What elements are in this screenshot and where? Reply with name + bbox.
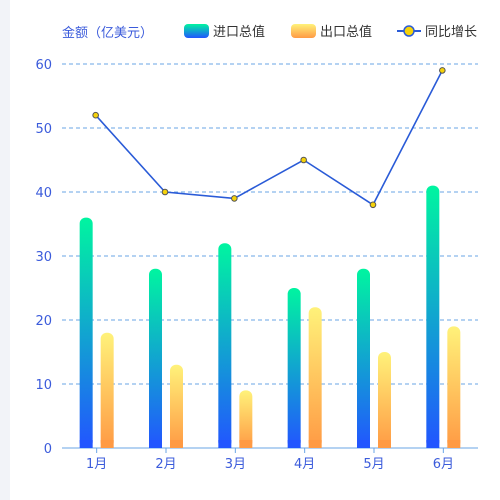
bar-export-base — [100, 440, 114, 448]
legend-label-export: 出口总值 — [320, 24, 372, 40]
bar-export[interactable] — [308, 307, 322, 448]
bar-import[interactable] — [357, 268, 370, 448]
x-tick-label: 1月 — [86, 457, 107, 472]
y-axis-title: 金额（亿美元） — [62, 25, 153, 41]
growth-line — [92, 67, 446, 209]
y-tick-label: 30 — [35, 250, 52, 265]
x-tick-label: 2月 — [155, 457, 176, 472]
y-tick-label: 50 — [35, 122, 52, 137]
bar-export[interactable] — [447, 326, 461, 448]
trade-chart: 金额（亿美元） 进口总值 出口总值 同比增长 0 10 20 30 40 50 60 1月 2… — [35, 24, 478, 472]
bar-export-base — [378, 440, 391, 448]
bars — [79, 185, 461, 448]
bar-import-base — [426, 440, 440, 448]
y-tick-label: 40 — [35, 186, 52, 201]
y-tick-label: 0 — [44, 442, 52, 457]
bar-export-base — [170, 440, 183, 448]
growth-point[interactable] — [300, 156, 307, 164]
bar-export[interactable] — [239, 390, 253, 448]
growth-point[interactable] — [439, 67, 446, 74]
bar-export-base — [239, 440, 253, 448]
legend-item-import[interactable]: 进口总值 — [184, 24, 265, 40]
bar-import-base — [357, 440, 370, 448]
x-tick-label: 4月 — [294, 457, 315, 472]
bar-import-base — [218, 440, 232, 448]
bar-import-base — [287, 440, 301, 448]
x-tick-label: 5月 — [363, 457, 384, 472]
y-tick-label: 10 — [35, 378, 52, 393]
bar-import-base — [79, 440, 93, 448]
legend-swatch-export — [291, 24, 316, 38]
bar-export-base — [447, 440, 461, 448]
bar-export[interactable] — [170, 364, 183, 448]
growth-point[interactable] — [161, 188, 169, 196]
bar-import[interactable] — [79, 217, 93, 448]
bar-export[interactable] — [100, 332, 114, 448]
bar-import-base — [149, 440, 162, 448]
bar-import[interactable] — [426, 185, 440, 448]
bar-import[interactable] — [149, 268, 162, 448]
legend-item-growth[interactable]: 同比增长 — [397, 25, 477, 40]
growth-point[interactable] — [369, 201, 377, 209]
legend: 进口总值 出口总值 同比增长 — [184, 24, 477, 40]
growth-point[interactable] — [92, 111, 99, 119]
grid — [62, 63, 478, 449]
bar-import[interactable] — [218, 243, 232, 448]
growth-point[interactable] — [231, 195, 238, 202]
legend-marker-growth — [403, 25, 415, 37]
legend-item-export[interactable]: 出口总值 — [291, 24, 372, 40]
y-tick-label: 60 — [35, 58, 52, 73]
bar-export-base — [308, 440, 322, 448]
y-axis-ticks: 0 10 20 30 40 50 60 — [35, 58, 52, 457]
chart-card: 金额（亿美元） 进口总值 出口总值 同比增长 0 10 20 30 40 50 60 1月 2… — [10, 0, 500, 500]
bar-import[interactable] — [287, 288, 301, 448]
growth-line-path — [95, 70, 444, 206]
x-tick-label: 3月 — [225, 457, 246, 472]
x-tick-label: 6月 — [433, 457, 454, 472]
legend-swatch-import — [184, 24, 209, 38]
bar-export[interactable] — [378, 352, 391, 448]
x-axis-ticks: 1月 2月 3月 4月 5月 6月 — [86, 448, 454, 472]
legend-label-growth: 同比增长 — [425, 25, 477, 40]
y-tick-label: 20 — [35, 314, 52, 329]
legend-label-import: 进口总值 — [213, 24, 265, 40]
